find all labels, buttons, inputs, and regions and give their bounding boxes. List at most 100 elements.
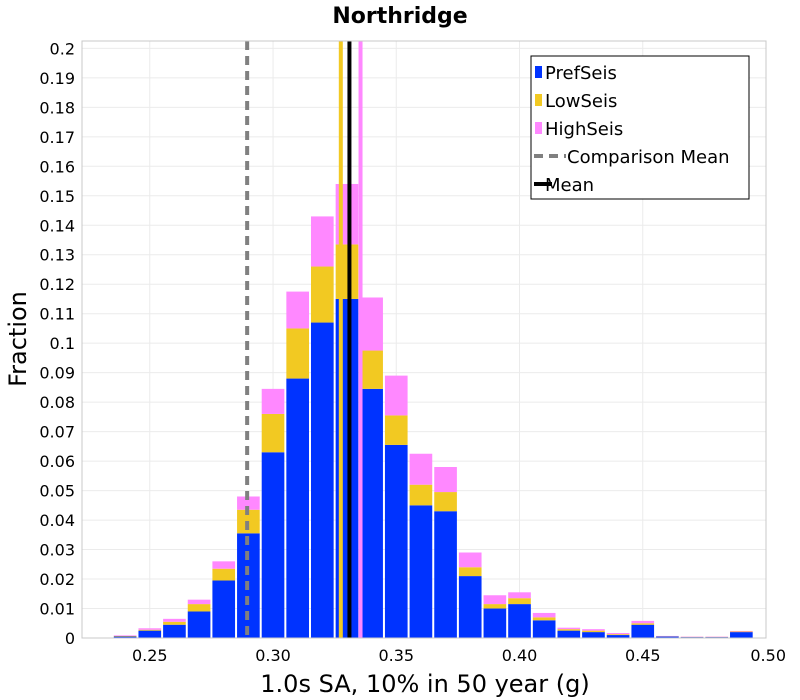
bar-prefseis: [606, 635, 630, 638]
bar-lowseis: [187, 604, 211, 612]
legend-swatch: [535, 94, 542, 106]
bar-highseis: [286, 291, 309, 329]
bar-lowseis: [631, 623, 655, 625]
bar-highseis: [434, 467, 457, 493]
bar-highseis: [483, 595, 507, 605]
y-tick-label: 0.02: [39, 570, 75, 589]
bar-lowseis: [384, 415, 408, 445]
y-tick-label: 0.2: [50, 39, 75, 58]
y-tick-labels: 0 0.01 0.02 0.03 0.04 0.05 0.06 0.07 0.08 0.09 0.1…: [39, 39, 75, 648]
bar-prefseis: [656, 636, 679, 638]
bar-prefseis: [311, 322, 334, 638]
bar-highseis: [212, 561, 236, 569]
y-tick-label: 0.1: [50, 334, 75, 353]
bar-highseis: [606, 632, 630, 635]
y-tick-label: 0.06: [39, 452, 75, 471]
vertical-lines-group: [245, 41, 363, 638]
x-tick-label: 0.40: [502, 646, 538, 665]
legend-label: Comparison Mean: [567, 147, 730, 168]
legend-label: LowSeis: [545, 91, 617, 112]
bar-highseis: [384, 375, 408, 416]
bar-lowseis: [606, 634, 630, 636]
bar-highseis: [631, 620, 655, 624]
bar-prefseis: [730, 632, 753, 638]
bar-lowseis: [582, 630, 605, 633]
legend-box: [530, 55, 750, 200]
bar-highseis: [458, 552, 482, 568]
bar-prefseis: [434, 511, 457, 638]
bars-group: [113, 183, 753, 638]
bar-highseis: [409, 453, 433, 485]
legend-label: Mean: [545, 175, 594, 196]
legend-label: HighSeis: [545, 119, 623, 140]
y-tick-label: 0.05: [39, 482, 75, 501]
x-tick-label: 0.25: [132, 646, 168, 665]
y-tick-label: 0.18: [39, 98, 75, 117]
bar-prefseis: [384, 444, 408, 638]
bar-highseis: [508, 592, 531, 599]
y-tick-label: 0.13: [39, 246, 75, 265]
y-tick-label: 0.03: [39, 541, 75, 560]
y-tick-label: 0.11: [39, 305, 75, 324]
bar-prefseis: [582, 632, 605, 638]
x-tick-labels: 0.25 0.30 0.35 0.40 0.45 0.50: [132, 646, 786, 665]
legend-swatch: [535, 122, 542, 134]
bar-lowseis: [458, 567, 482, 577]
y-tick-label: 0.07: [39, 423, 75, 442]
bar-highseis: [360, 297, 383, 351]
bar-lowseis: [409, 484, 433, 506]
bar-lowseis: [532, 617, 556, 621]
bar-lowseis: [261, 413, 285, 453]
legend-label: PrefSeis: [545, 63, 617, 84]
bar-highseis: [237, 496, 260, 510]
y-tick-label: 0.15: [39, 187, 75, 206]
bar-prefseis: [261, 452, 285, 638]
bar-highseis: [113, 635, 137, 636]
bar-lowseis: [730, 631, 753, 633]
bar-highseis: [187, 599, 211, 605]
plot-frame: [81, 40, 767, 639]
y-tick-label: 0.08: [39, 393, 75, 412]
bar-prefseis: [286, 378, 309, 638]
bar-prefseis: [631, 624, 655, 638]
bar-highseis: [311, 216, 334, 267]
x-tick-label: 0.50: [750, 646, 786, 665]
bar-lowseis: [311, 266, 334, 323]
bar-prefseis: [212, 580, 236, 638]
bar-lowseis: [508, 598, 531, 605]
y-tick-label: 0.16: [39, 157, 75, 176]
bar-highseis: [163, 618, 186, 622]
bar-prefseis: [483, 608, 507, 638]
bar-highseis: [261, 388, 285, 414]
bar-lowseis: [557, 629, 581, 631]
x-tick-label: 0.45: [625, 646, 661, 665]
bar-lowseis: [434, 492, 457, 512]
bar-highseis: [138, 628, 162, 630]
y-axis-label: Fraction: [4, 291, 32, 387]
bar-lowseis: [113, 635, 137, 637]
chart-title: Northridge: [332, 4, 467, 29]
y-tick-label: 0.12: [39, 275, 75, 294]
x-axis-label: 1.0s SA, 10% in 50 year (g): [260, 670, 589, 698]
bar-highseis: [582, 629, 605, 631]
bar-prefseis: [557, 630, 581, 638]
bar-lowseis: [483, 604, 507, 609]
bar-lowseis: [138, 629, 162, 631]
bar-lowseis: [163, 621, 186, 625]
y-tick-label: 0.01: [39, 600, 75, 619]
bar-prefseis: [532, 620, 556, 638]
bar-lowseis: [212, 568, 236, 581]
x-tick-label: 0.35: [378, 646, 414, 665]
legend-swatch: [535, 66, 542, 78]
x-tick-label: 0.30: [255, 646, 291, 665]
y-tick-label: 0.14: [39, 216, 75, 235]
bar-prefseis: [458, 576, 482, 638]
legend: PrefSeis LowSeis HighSeis Comparison Mean Me…: [530, 55, 750, 200]
bar-prefseis: [187, 611, 211, 638]
bar-highseis: [730, 630, 753, 632]
y-tick-label: 0.04: [39, 511, 75, 530]
y-tick-label: 0.17: [39, 128, 75, 147]
bar-prefseis: [163, 624, 186, 638]
bar-prefseis: [138, 630, 162, 638]
